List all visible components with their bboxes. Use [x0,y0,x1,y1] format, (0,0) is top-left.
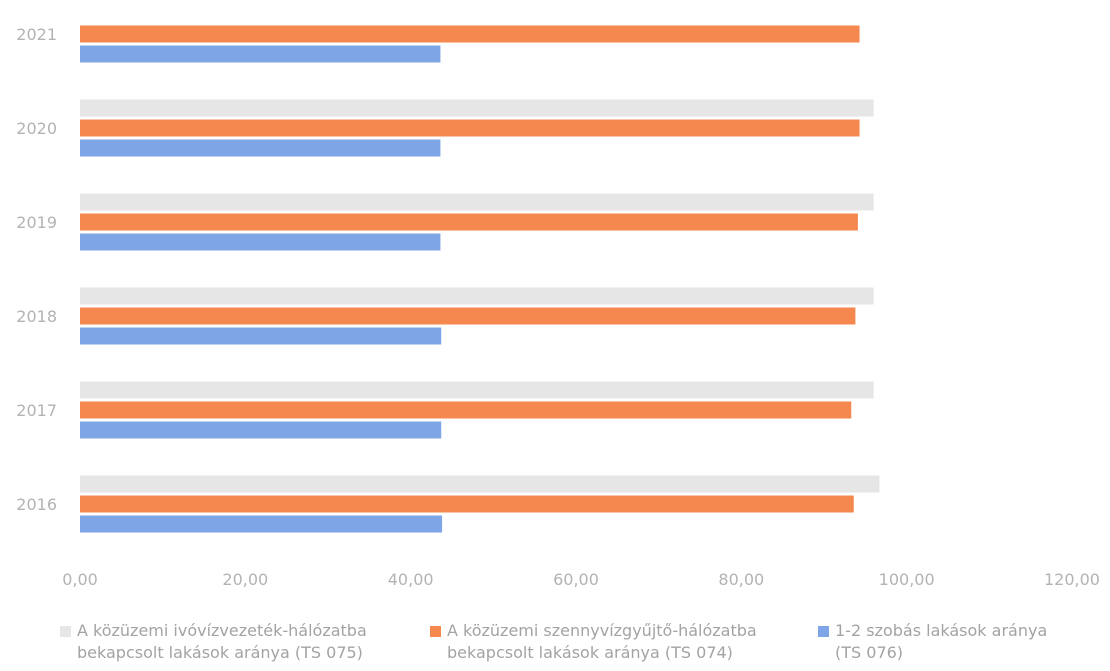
bar-2019-series-0 [80,193,874,211]
year-label-2020: 2020 [16,119,57,138]
year-label-2019: 2019 [16,213,57,232]
bar-2021-series-2 [80,45,441,63]
legend-label-ts075: A közüzemi ivóvízvezeték-hálózatba bekap… [77,621,367,662]
legend-label-ts076: 1-2 szobás lakások aránya (TS 076) [835,621,1048,662]
x-tick-label-1: 20,00 [222,570,268,589]
x-tick-label-2: 40,00 [388,570,434,589]
legend-swatch-ts074 [430,626,441,637]
bar-2020-series-0 [80,99,874,117]
year-label-2021: 2021 [16,25,57,44]
bar-2018-series-1 [80,307,856,325]
x-tick-label-6: 120,00 [1044,570,1100,589]
bar-2017-series-1 [80,401,852,419]
bar-2017-series-0 [80,381,874,399]
legend: A közüzemi ivóvízvezeték-hálózatba bekap… [60,620,1100,668]
x-tick-label-3: 60,00 [553,570,599,589]
year-label-2017: 2017 [16,401,57,420]
legend-item-ts076: 1-2 szobás lakások aránya (TS 076) [818,620,1047,664]
bar-2019-series-1 [80,213,858,231]
x-tick-label-0: 0,00 [62,570,98,589]
bar-chart: 2021 2020 2019 2018 2017 2016 0,00 20,00 40,00 60… [16,25,1100,589]
bar-2016-series-1 [80,495,854,513]
x-tick-label-4: 80,00 [718,570,764,589]
bar-2021-series-1 [80,25,860,43]
x-tick-label-5: 100,00 [879,570,935,589]
bar-2020-series-2 [80,139,441,157]
legend-item-ts075: A közüzemi ivóvízvezeték-hálózatba bekap… [60,620,367,664]
legend-label-ts074: A közüzemi szennyvízgyűjtő-hálózatba bek… [447,621,757,662]
bar-2019-series-2 [80,233,441,251]
bar-2016-series-0 [80,475,880,493]
bar-2017-series-2 [80,421,442,439]
bar-2020-series-1 [80,119,860,137]
legend-swatch-ts076 [818,626,829,637]
year-label-2018: 2018 [16,307,57,326]
year-label-2016: 2016 [16,495,57,514]
bar-2016-series-2 [80,515,443,533]
bar-2018-series-0 [80,287,874,305]
bar-2018-series-2 [80,327,442,345]
legend-item-ts074: A közüzemi szennyvízgyűjtő-hálózatba bek… [430,620,757,664]
legend-swatch-ts075 [60,626,71,637]
